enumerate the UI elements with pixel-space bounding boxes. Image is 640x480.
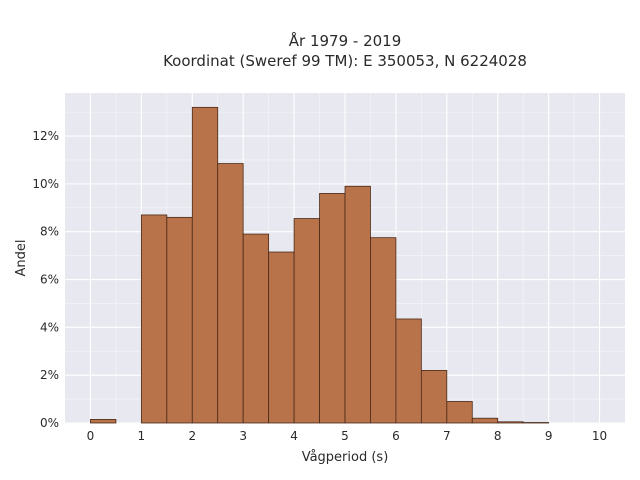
histogram-bar (166, 216, 193, 424)
y-tick-label: 10% (32, 177, 59, 191)
y-tick-labels: 0% 2% 4% 6% 8% 10% 12% (32, 129, 59, 430)
x-tick-label: 9 (545, 429, 553, 443)
x-tick-labels: 0 1 2 3 4 5 6 7 8 9 10 (87, 429, 608, 443)
histogram-bar (446, 401, 473, 424)
histogram-bar (293, 218, 320, 424)
histogram-bar (344, 185, 371, 424)
histogram-bar (217, 163, 244, 424)
histogram-bar (395, 318, 422, 424)
y-tick-label: 2% (40, 368, 59, 382)
x-tick-label: 5 (341, 429, 349, 443)
histogram-bar (319, 193, 346, 424)
histogram-bar (497, 421, 524, 424)
x-tick-label: 3 (239, 429, 247, 443)
histogram-bar (90, 419, 117, 424)
histogram-bar (471, 417, 499, 424)
histogram-bar (140, 214, 168, 424)
y-tick-label: 0% (40, 416, 59, 430)
histogram-bar (268, 251, 295, 424)
y-tick-label: 8% (40, 225, 59, 239)
histogram-bar (420, 369, 448, 424)
chart-title-line1: År 1979 - 2019 (289, 31, 402, 50)
y-tick-label: 12% (32, 129, 59, 143)
chart-title-line2: Koordinat (Sweref 99 TM): E 350053, N 62… (163, 52, 527, 70)
x-tick-label: 6 (392, 429, 400, 443)
x-tick-label: 8 (494, 429, 502, 443)
y-tick-label: 6% (40, 273, 59, 287)
x-tick-label: 10 (592, 429, 607, 443)
histogram-bar (242, 233, 270, 424)
x-tick-label: 7 (443, 429, 451, 443)
x-axis-label: Vågperiod (s) (302, 450, 389, 465)
y-tick-label: 4% (40, 320, 59, 334)
y-axis-label: Andel (14, 240, 29, 277)
bars-group (90, 106, 550, 424)
x-tick-label: 1 (138, 429, 146, 443)
x-tick-label: 0 (87, 429, 95, 443)
histogram-bar (191, 106, 219, 424)
histogram-bar (370, 237, 397, 424)
x-tick-label: 4 (290, 429, 298, 443)
x-tick-label: 2 (188, 429, 196, 443)
